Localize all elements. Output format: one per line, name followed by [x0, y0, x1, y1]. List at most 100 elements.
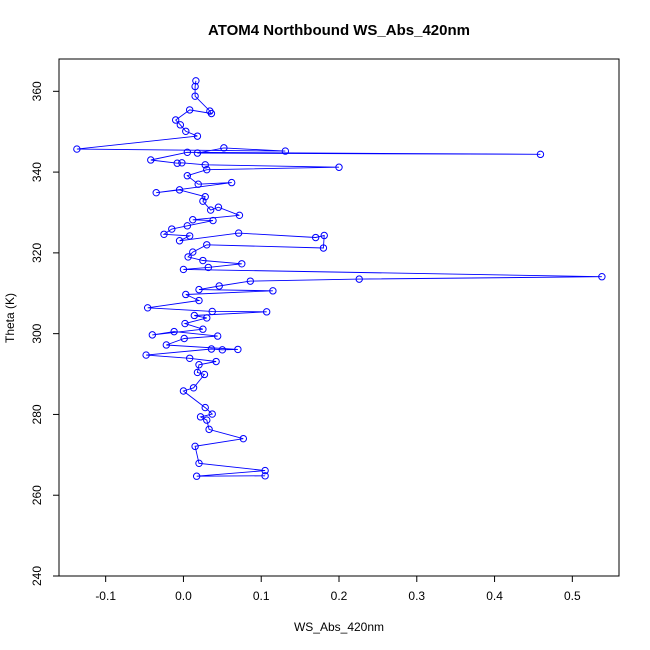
data-point	[192, 77, 200, 85]
data-point	[227, 178, 236, 187]
data-point	[190, 311, 199, 320]
data-point	[148, 331, 157, 339]
data-point	[201, 161, 209, 169]
data-point	[206, 206, 215, 214]
y-tick-label: 340	[30, 162, 44, 182]
y-tick-label: 360	[30, 81, 44, 101]
data-point	[208, 307, 216, 316]
data-point	[220, 144, 228, 152]
data-point	[281, 147, 290, 155]
data-point	[196, 413, 205, 421]
x-tick-label: 0.1	[253, 589, 270, 603]
data-point	[200, 370, 209, 379]
y-tick-label: 260	[30, 485, 44, 505]
data-point	[238, 260, 246, 268]
data-point	[311, 233, 320, 242]
data-point	[160, 230, 168, 238]
data-point	[239, 434, 248, 443]
data-point	[175, 186, 184, 194]
data-point	[209, 216, 217, 225]
data-point	[215, 282, 223, 290]
data-point	[261, 472, 269, 480]
data-point	[235, 211, 244, 220]
data-point	[176, 121, 185, 129]
data-point	[199, 197, 207, 205]
data-point	[205, 425, 213, 434]
y-axis: 240 260 280 300 320 340 360	[30, 81, 59, 586]
data-point	[201, 193, 209, 201]
data-point	[183, 222, 192, 230]
data-point	[189, 216, 197, 224]
data-point	[185, 354, 194, 362]
data-point	[193, 149, 202, 157]
data-point	[142, 351, 150, 359]
data-point	[181, 319, 189, 328]
data-point	[335, 163, 343, 171]
data-point	[218, 346, 227, 354]
data-point	[162, 341, 171, 349]
data-point	[195, 296, 203, 305]
data-point	[191, 82, 199, 91]
data-point	[183, 172, 192, 180]
x-tick-label: 0.2	[331, 589, 348, 603]
x-tick-label: 0.5	[564, 589, 581, 603]
data-point	[269, 287, 277, 295]
data-point	[178, 159, 186, 167]
data-point	[207, 345, 216, 353]
data-point	[180, 334, 188, 343]
data-point	[191, 442, 199, 451]
data-point	[319, 244, 328, 252]
y-tick-label: 320	[30, 243, 44, 263]
data-point	[208, 410, 216, 418]
y-tick-label: 300	[30, 323, 44, 343]
data-point	[214, 203, 223, 211]
y-axis-label: Theta (K)	[3, 293, 17, 343]
data-point	[203, 241, 211, 249]
data-point	[183, 148, 192, 157]
data-point	[212, 357, 220, 366]
data-series	[73, 77, 606, 480]
data-point	[203, 314, 211, 322]
data-point	[207, 109, 216, 118]
data-point	[168, 225, 176, 233]
data-point	[192, 472, 201, 480]
data-point	[173, 159, 181, 167]
data-point	[261, 466, 269, 475]
data-point	[195, 361, 203, 369]
data-point	[262, 308, 271, 316]
data-point	[147, 156, 155, 164]
data-point	[203, 165, 211, 174]
data-point	[179, 387, 188, 395]
x-tick-label: 0.3	[408, 589, 425, 603]
x-tick-label: 0.0	[175, 589, 192, 603]
y-tick-label: 280	[30, 404, 44, 424]
data-point	[234, 345, 242, 354]
data-point	[73, 145, 81, 153]
data-point	[182, 290, 190, 299]
data-point	[320, 231, 328, 240]
data-point	[143, 304, 152, 312]
data-point	[170, 327, 178, 336]
x-tick-label: -0.1	[95, 589, 116, 603]
data-point	[194, 180, 202, 188]
data-point	[152, 188, 160, 197]
data-point	[598, 273, 606, 281]
data-point	[201, 403, 209, 412]
data-point	[179, 265, 188, 274]
data-point	[203, 416, 211, 424]
data-point	[246, 277, 255, 285]
y-tick-label: 240	[30, 566, 44, 586]
data-point	[185, 232, 194, 240]
chart-title: ATOM4 Northbound WS_Abs_420nm	[208, 22, 470, 39]
data-point	[171, 116, 180, 124]
data-point	[193, 132, 202, 140]
x-tick-label: 0.4	[486, 589, 503, 603]
data-point	[185, 106, 194, 114]
series-line	[76, 80, 602, 477]
data-point	[184, 253, 192, 261]
data-point	[182, 127, 190, 135]
data-point	[199, 256, 207, 265]
data-point	[355, 275, 363, 283]
x-axis: -0.1 0.0 0.1 0.2 0.3 0.4 0.5	[95, 576, 581, 603]
